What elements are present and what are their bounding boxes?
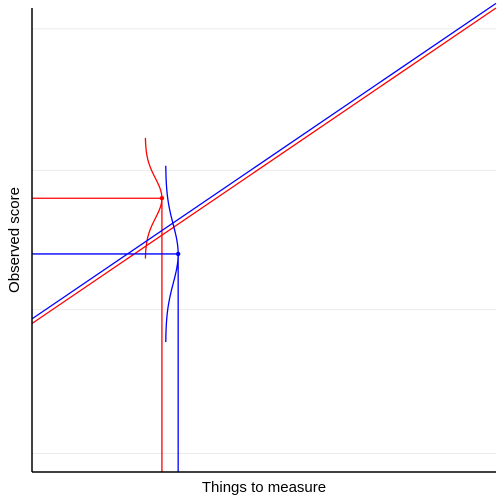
y-axis-title: Observed score (6, 187, 23, 293)
error-distribution-curve (165, 165, 179, 343)
error-distribution-curve (144, 137, 163, 259)
series-layer (31, 2, 497, 472)
series-1 (31, 2, 497, 472)
grid (32, 28, 496, 454)
series-0 (31, 7, 497, 472)
regression-line (31, 7, 497, 325)
regression-line (31, 2, 497, 320)
x-axis-title: Things to measure (202, 479, 326, 496)
